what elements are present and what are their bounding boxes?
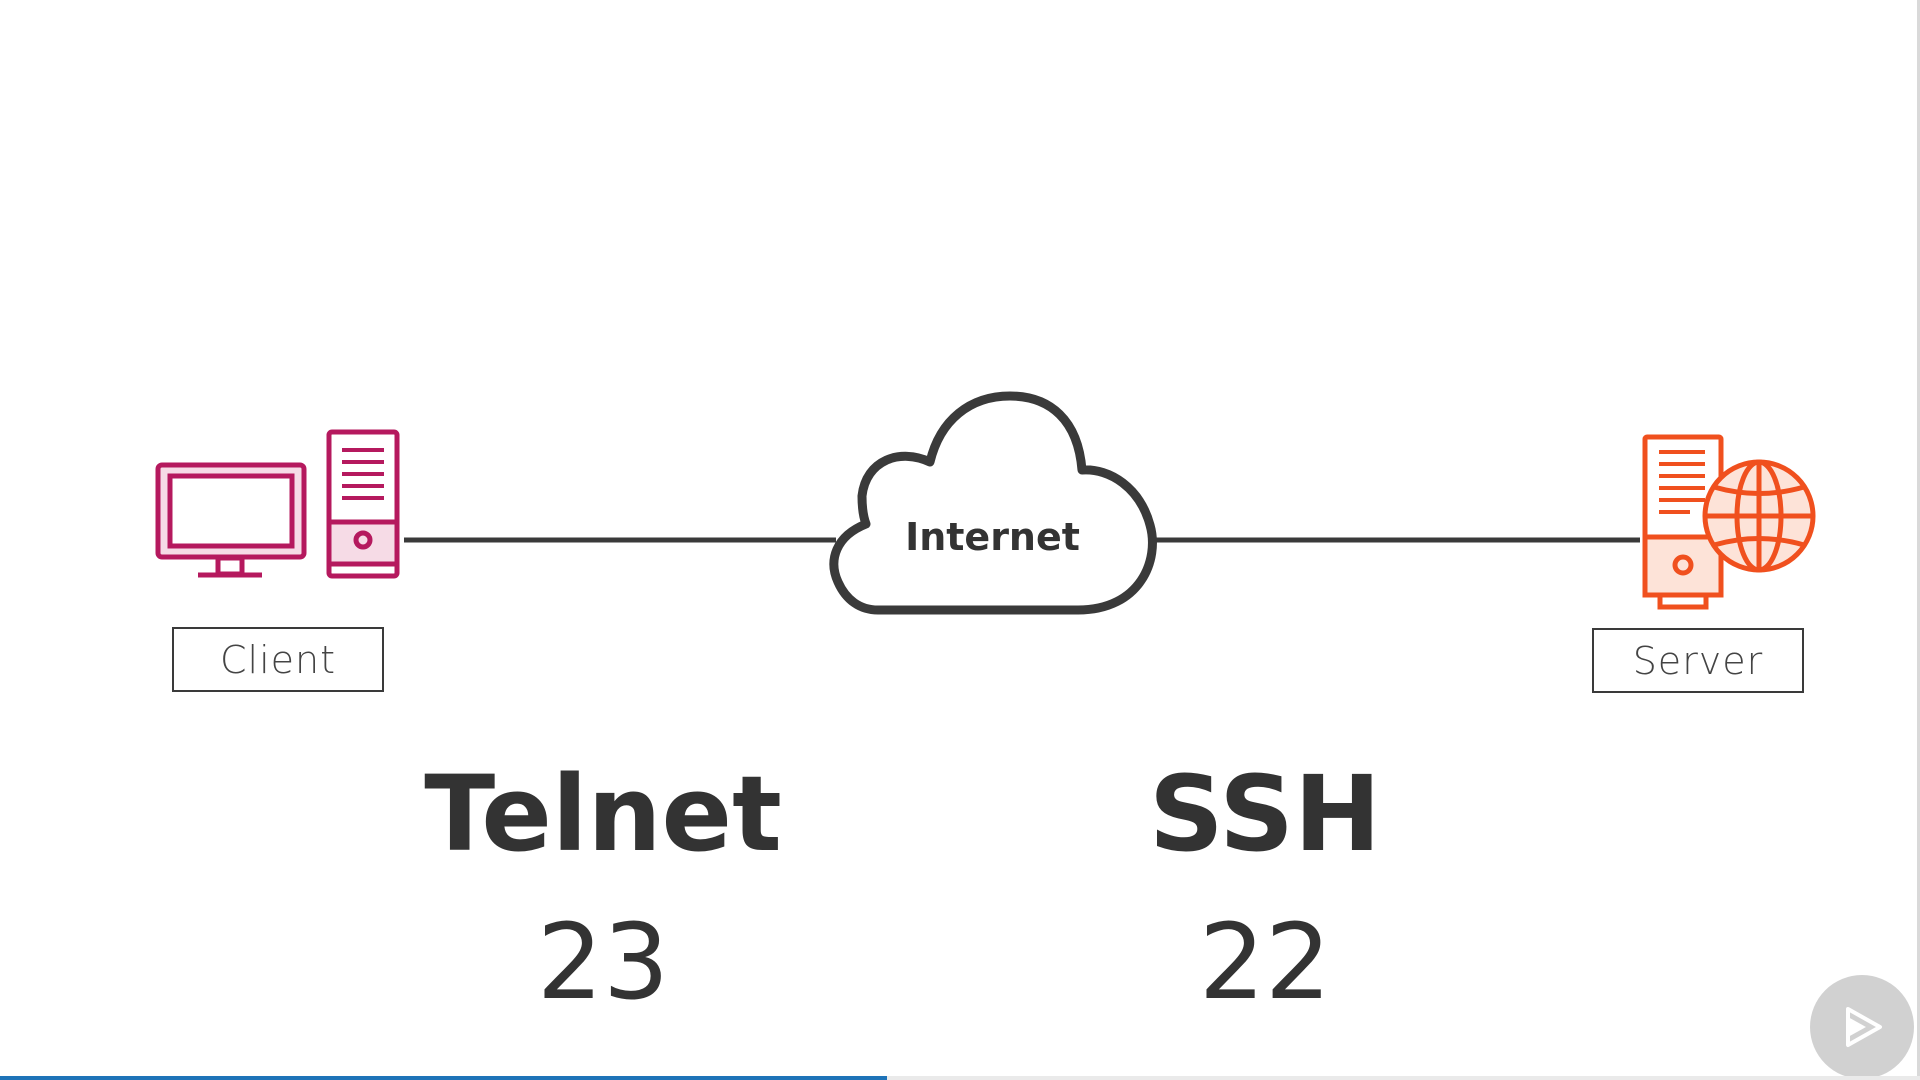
video-progress-fill	[0, 1076, 888, 1080]
telnet-port: 23	[536, 901, 670, 1023]
server-label: Server	[1592, 628, 1804, 693]
play-logo-icon	[1846, 1007, 1882, 1047]
desktop-computer-icon	[155, 429, 400, 579]
internet-label: Internet	[905, 515, 1080, 559]
ssh-heading: SSH	[1148, 753, 1382, 875]
client-label: Client	[172, 627, 384, 692]
frame-edge	[1917, 0, 1920, 1080]
web-server-icon	[1642, 434, 1816, 610]
cloud-icon	[829, 391, 1157, 615]
play-logo-button[interactable]	[1810, 975, 1914, 1079]
telnet-heading: Telnet	[424, 753, 782, 875]
ssh-port: 22	[1198, 901, 1332, 1023]
video-progress-bar[interactable]	[0, 1076, 1920, 1080]
